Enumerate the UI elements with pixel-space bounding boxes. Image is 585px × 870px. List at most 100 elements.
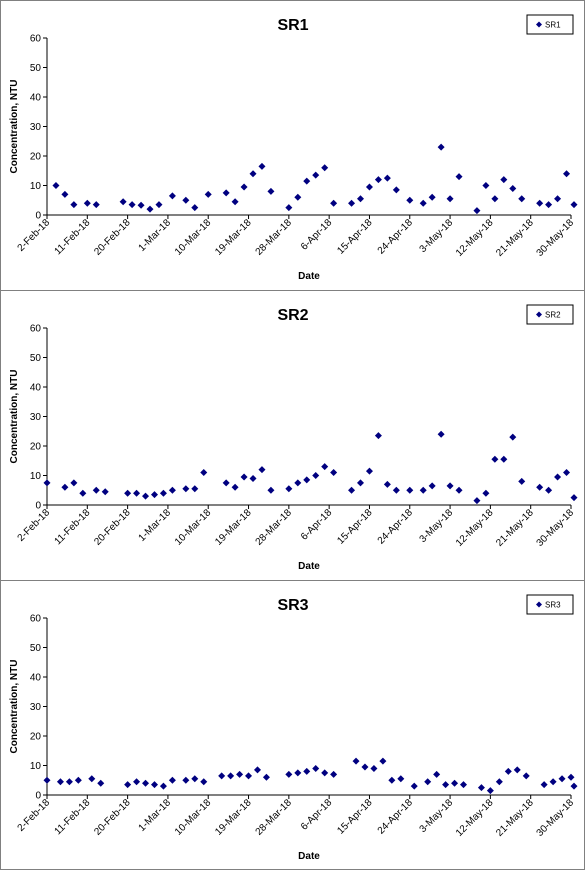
y-tick-label: 50 — [30, 63, 42, 74]
data-point — [236, 770, 244, 778]
data-point — [312, 764, 320, 772]
data-point — [200, 778, 208, 786]
data-point — [124, 781, 132, 789]
x-tick-label: 3-May-18 — [418, 507, 456, 545]
y-tick-label: 60 — [30, 324, 42, 335]
data-point — [348, 486, 356, 494]
data-point — [159, 782, 167, 790]
data-point — [406, 196, 414, 204]
y-tick-label: 10 — [30, 471, 42, 482]
legend: SR3 — [526, 594, 574, 615]
y-tick-label: 40 — [30, 383, 42, 394]
data-point — [128, 201, 136, 209]
data-point — [446, 195, 454, 203]
data-point — [294, 769, 302, 777]
x-tick-label: 12-May-18 — [454, 507, 496, 549]
data-point — [182, 776, 190, 784]
data-point — [446, 482, 454, 490]
y-axis-title: Concentration, NTU — [9, 370, 20, 464]
data-point — [65, 778, 73, 786]
chart-panel-sr1: SR1 Concentration, NTU 0 10 20 30 40 50 60 2-Feb-… — [0, 0, 585, 291]
data-point — [294, 479, 302, 487]
data-point — [321, 463, 329, 471]
data-point — [330, 469, 338, 477]
x-axis-title: Date — [298, 851, 320, 862]
data-point — [231, 483, 239, 491]
x-tick-label: 28-Mar-18 — [254, 217, 295, 258]
data-point — [119, 198, 127, 206]
x-tick-label: 28-Mar-18 — [254, 797, 295, 838]
data-point — [428, 193, 436, 201]
data-point — [245, 772, 253, 780]
data-point — [70, 201, 78, 209]
data-point — [330, 199, 338, 207]
y-tick-label: 0 — [35, 791, 41, 802]
data-point — [518, 195, 526, 203]
data-point — [133, 489, 141, 497]
data-point — [379, 757, 387, 765]
data-point — [357, 195, 365, 203]
legend-box — [526, 14, 574, 35]
data-point — [491, 455, 499, 463]
x-tick-label: 11-Feb-18 — [53, 507, 93, 547]
data-point — [240, 473, 248, 481]
data-point — [374, 432, 382, 440]
x-tick-label: 15-Apr-18 — [335, 507, 375, 547]
data-point — [554, 473, 562, 481]
data-point — [558, 775, 566, 783]
data-point — [191, 485, 199, 493]
data-point — [563, 170, 571, 178]
data-point — [227, 772, 235, 780]
x-tick-label: 20-Feb-18 — [92, 797, 133, 838]
data-point — [442, 781, 450, 789]
legend-label: SR2 — [545, 311, 561, 320]
data-point — [374, 176, 382, 184]
y-tick-label: 40 — [30, 673, 42, 684]
data-point — [321, 769, 329, 777]
data-point — [428, 482, 436, 490]
data-point — [249, 170, 257, 178]
data-point — [455, 173, 463, 181]
x-tick-label: 3-May-18 — [418, 797, 456, 835]
data-point — [285, 770, 293, 778]
chart-title: SR3 — [277, 597, 308, 614]
data-point — [500, 176, 508, 184]
data-point — [536, 199, 544, 207]
x-tick-label: 6-Apr-18 — [299, 217, 335, 253]
data-point — [101, 488, 109, 496]
data-point — [88, 775, 96, 783]
data-point — [258, 162, 266, 170]
data-point — [43, 776, 51, 784]
x-tick-label: 15-Apr-18 — [335, 217, 375, 257]
data-point — [240, 183, 248, 191]
data-point — [74, 776, 82, 784]
data-point — [473, 207, 481, 215]
legend-marker — [536, 601, 542, 608]
data-point — [330, 770, 338, 778]
y-tick-label: 0 — [35, 211, 41, 222]
data-point — [92, 486, 100, 494]
data-point — [392, 486, 400, 494]
data-point — [258, 466, 266, 474]
x-tick-label: 30-May-18 — [535, 507, 577, 549]
legend-box — [526, 304, 574, 325]
y-tick-label: 20 — [30, 152, 42, 163]
x-tick-label: 10-Mar-18 — [173, 797, 214, 838]
data-point — [303, 767, 311, 775]
x-tick-label: 2-Feb-18 — [16, 797, 53, 834]
data-point — [473, 497, 481, 505]
y-tick-label: 30 — [30, 702, 42, 713]
x-tick-label: 12-May-18 — [454, 217, 496, 259]
data-point — [231, 198, 239, 206]
data-point — [437, 143, 445, 151]
data-point — [321, 164, 329, 172]
data-point — [303, 177, 311, 185]
legend-marker — [536, 311, 542, 318]
x-tick-label: 30-May-18 — [535, 797, 577, 839]
chart-sr3: SR3 Concentration, NTU 0 10 20 30 40 50 60 2-Feb-… — [9, 594, 578, 862]
data-point — [495, 778, 503, 786]
data-point — [504, 767, 512, 775]
data-point — [79, 489, 87, 497]
x-tick-label: 11-Feb-18 — [53, 797, 93, 837]
legend: SR1 — [526, 14, 574, 35]
